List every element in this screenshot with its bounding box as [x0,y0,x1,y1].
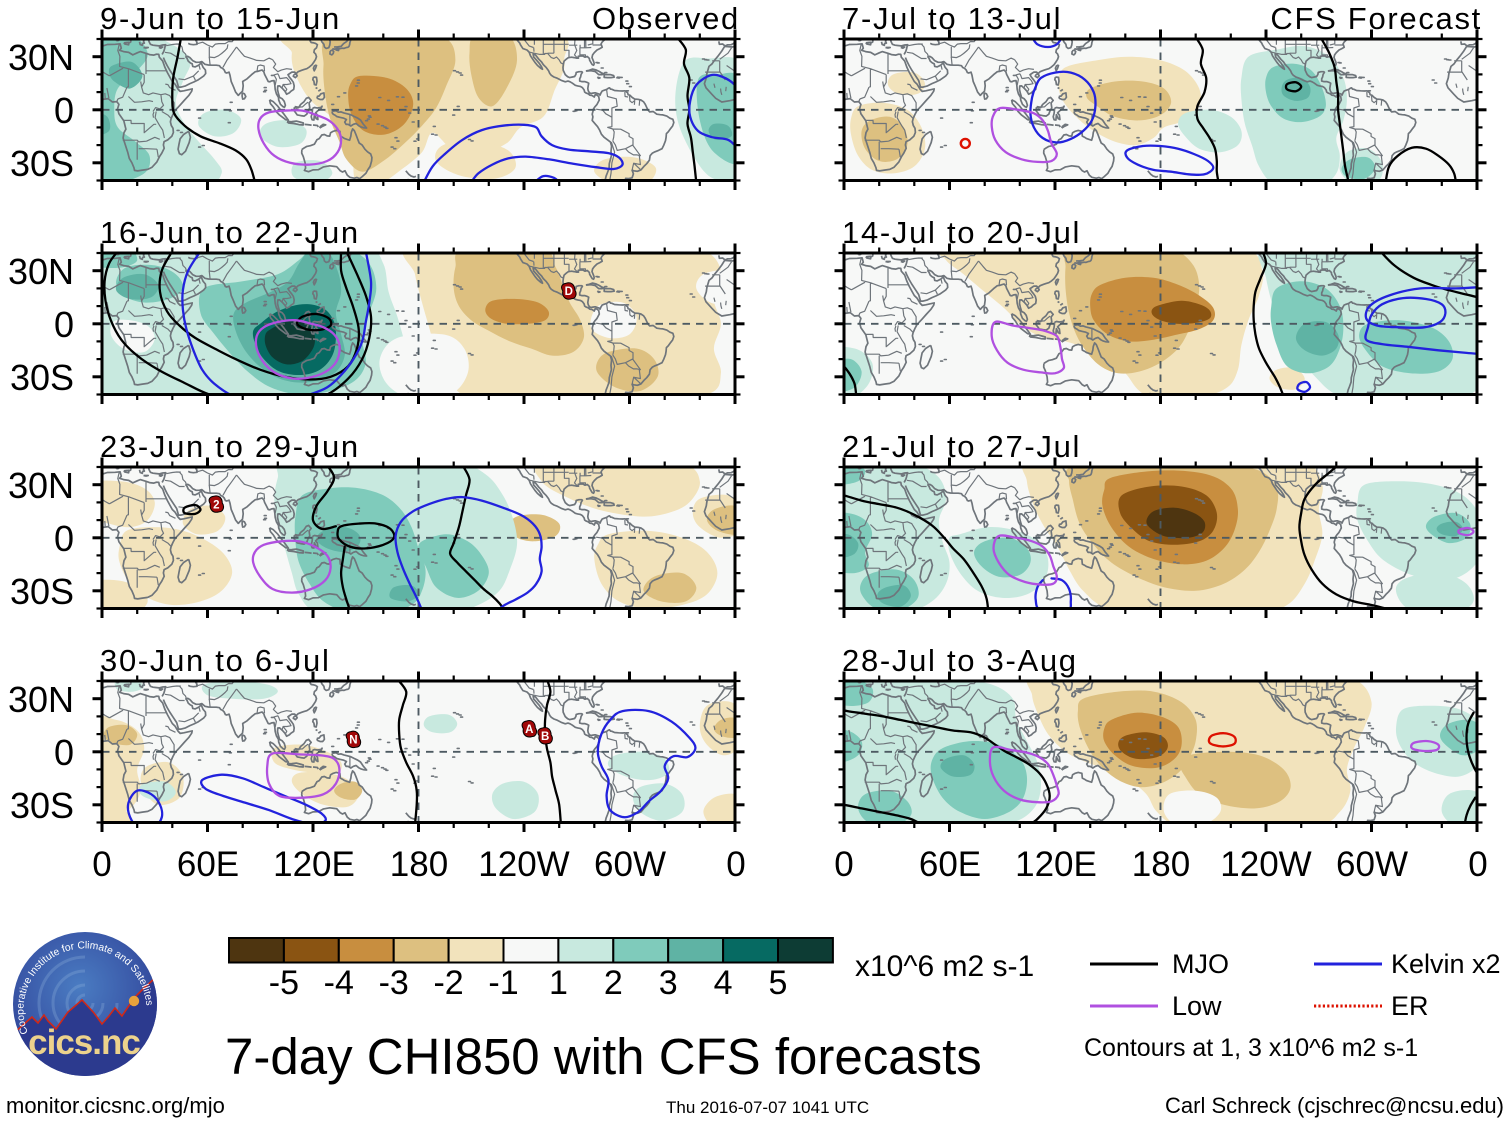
svg-text:-5: -5 [269,964,299,998]
svg-text:Low: Low [1172,991,1222,1021]
svg-text:3: 3 [659,964,678,998]
svg-text:-4: -4 [324,964,354,998]
svg-text:Kelvin x2: Kelvin x2 [1391,949,1501,979]
svg-text:4: 4 [714,964,733,998]
svg-text:D: D [565,286,573,298]
svg-text:2: 2 [213,499,219,511]
svg-text:5: 5 [769,964,788,998]
svg-text:-1: -1 [488,964,518,998]
svg-text:-3: -3 [379,964,409,998]
svg-text:-2: -2 [433,964,463,998]
svg-text:Contours at 1, 3 x10^6 m2 s-1: Contours at 1, 3 x10^6 m2 s-1 [1084,1034,1418,1062]
svg-text:ER: ER [1391,991,1429,1021]
svg-text:1: 1 [549,964,568,998]
svg-text:MJO: MJO [1172,949,1229,979]
svg-text:2: 2 [604,964,623,998]
svg-text:N: N [349,735,357,747]
svg-text:A: A [525,724,533,736]
svg-text:cics.nc: cics.nc [28,1023,140,1062]
svg-text:B: B [541,731,549,743]
